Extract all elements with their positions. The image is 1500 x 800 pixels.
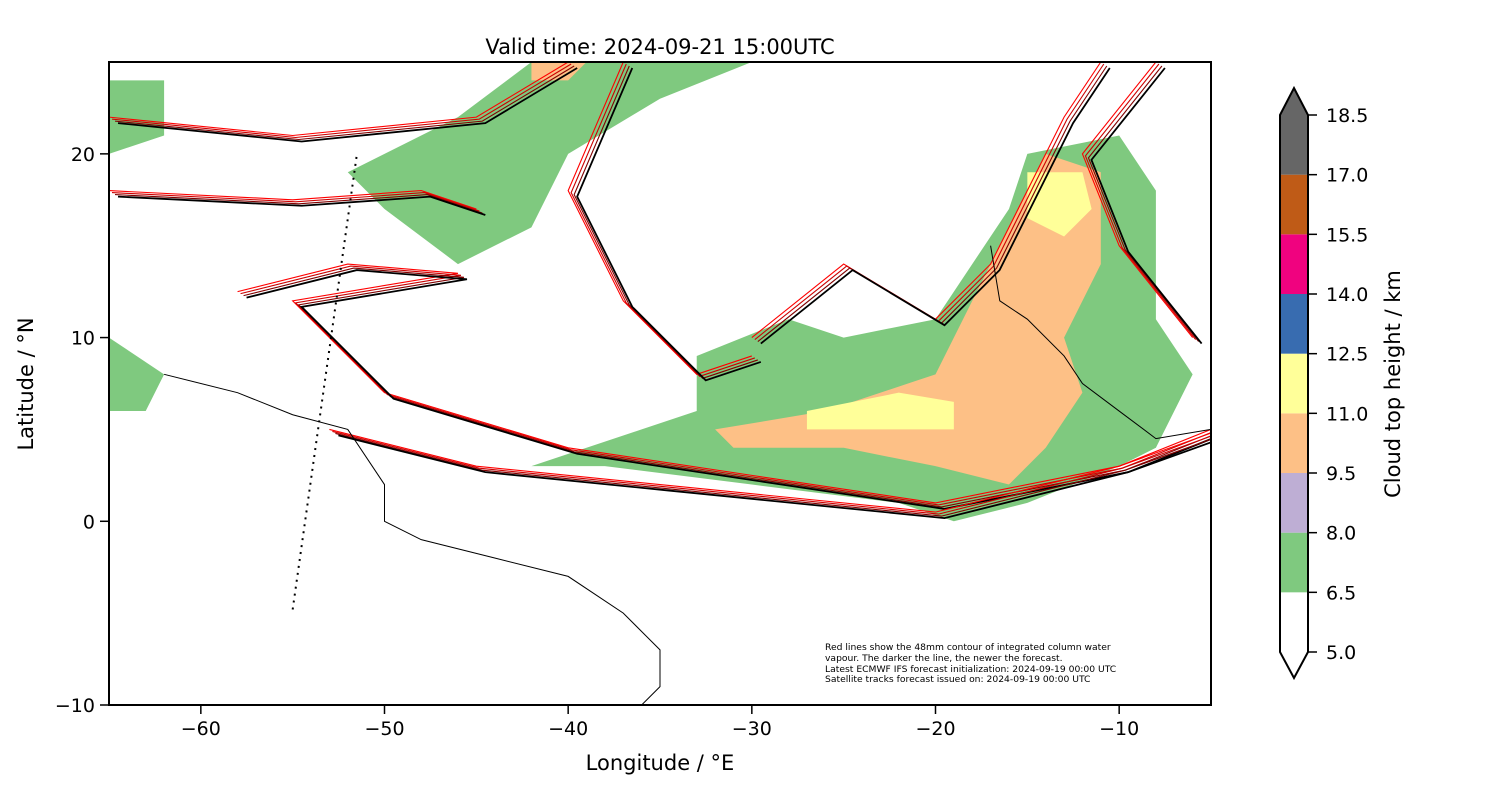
x-tick-label: −20 [915,718,955,740]
colorbar-segment [1280,234,1308,294]
iwv-contour-line [114,194,483,214]
colorbar-segment [1280,592,1308,652]
colorbar-tick-label: 15.5 [1326,224,1368,246]
colorbar-segment [1280,532,1308,593]
chart-title: Valid time: 2024-09-21 15:00UTC [485,35,834,59]
iwv-contour-line [573,65,759,379]
iwv-contour-line [1090,67,1203,345]
annotation-note: Red lines show the 48mm contour of integ… [825,642,1117,686]
cloud-region [109,337,165,412]
iwv-contour-line [567,62,753,375]
iwv-contour-line [246,269,1211,510]
y-axis-label: Latitude / °N [14,317,38,450]
colorbar-tick-label: 14.0 [1326,284,1368,306]
colorbar-tick-label: 18.5 [1326,105,1368,127]
x-tick-label: −60 [181,718,221,740]
y-tick-label: 10 [71,328,95,350]
iwv-contour-line [111,192,480,212]
colorbar-segment [1280,473,1308,533]
iwv-contour-line [335,432,1211,517]
colorbar-segment [1280,174,1308,235]
colorbar-segment [1280,294,1308,354]
iwv-contour-line [240,265,1211,506]
iwv-contour-line [237,263,1211,504]
iwv-contour-line [1087,65,1200,342]
y-tick-label: 0 [83,511,95,533]
iwv-contour-line [111,63,572,139]
note-line: vapour. The darker the line, the newer t… [825,652,1063,664]
iwv-contour-line [754,63,1105,341]
map-layer [109,62,1211,705]
colorbar-tick-label: 12.5 [1326,344,1368,366]
iwv-contour-line [243,267,1211,508]
colorbar-tick-label: 17.0 [1326,165,1368,187]
cloud-region [1027,172,1092,237]
iwv-contour-line [1084,63,1197,340]
x-tick-label: −50 [364,718,404,740]
iwv-contour-line [338,434,1211,520]
axes: −60 −50 −40 −30 −20 −10 −10 0 10 20 [55,144,1139,740]
colorbar-segment [1280,353,1308,414]
note-line: Satellite tracks forecast issued on: 202… [825,674,1091,686]
iwv-contour-line [109,62,569,137]
coastline [163,373,661,705]
iwv-contour-line [109,190,477,210]
plot-frame [108,61,1212,706]
colorbar-tick-label: 6.5 [1326,582,1356,604]
note-line: Red lines show the 48mm contour of integ… [825,642,1111,653]
colorbar: 5.0 6.5 8.0 9.5 11.0 12.5 14.0 15.5 17.0 18.5 [1279,85,1368,681]
colorbar-extend-max [1280,88,1308,115]
colorbar-tick-label: 8.0 [1326,523,1356,545]
colorbar-extend-min [1280,652,1308,678]
iwv-contour-line [117,195,486,216]
iwv-contour-line [760,67,1111,345]
cloud-region [347,62,752,265]
iwv-contour-line [570,63,756,377]
cloud-region [715,153,1101,485]
iwv-contour-line [114,65,575,141]
iwv-contour-line [332,430,1211,515]
x-tick-label: −10 [1099,718,1139,740]
colorbar-segment [1280,413,1308,473]
colorbar-tick-label: 9.5 [1326,463,1356,485]
colorbar-segment [1280,115,1308,175]
note-line: Latest ECMWF IFS forecast initialization… [825,663,1117,675]
x-axis-label: Longitude / °E [586,751,735,775]
cloud-region [109,80,165,154]
x-tick-label: −30 [732,718,772,740]
colorbar-tick-label: 11.0 [1326,403,1368,425]
coastline [990,245,1211,440]
iwv-contour-line [576,67,762,382]
iwv-contour-line [117,67,578,143]
x-tick-label: −40 [548,718,588,740]
y-tick-label: −10 [55,695,95,717]
y-tick-label: 20 [71,144,95,166]
iwv-contour-line [757,65,1108,343]
cloud-region [806,392,954,430]
colorbar-tick-label: 5.0 [1326,642,1356,664]
iwv-contour-line [751,62,1102,339]
iwv-contour-line [329,428,1211,513]
colorbar-label: Cloud top height / km [1381,270,1405,498]
iwv-contour-line [1081,62,1194,338]
